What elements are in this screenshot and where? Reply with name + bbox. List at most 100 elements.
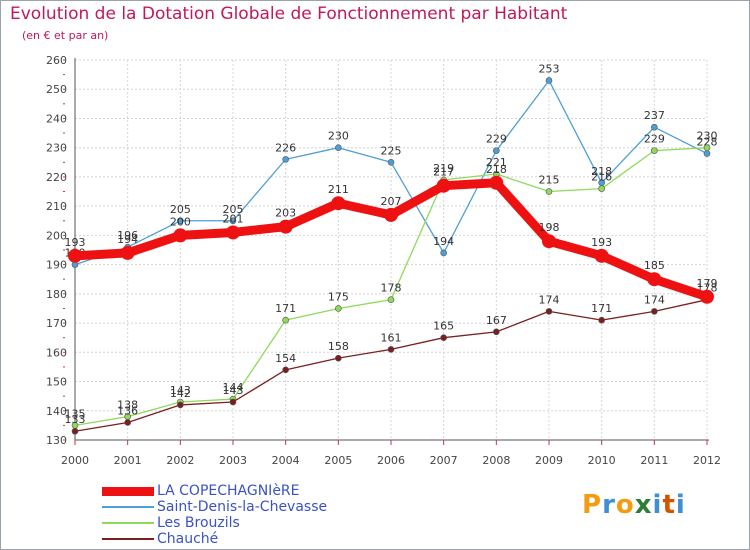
x-tick-label: 2004 <box>272 454 300 467</box>
data-label-chauche: 158 <box>328 340 349 353</box>
data-label-les-brouzils: 138 <box>117 399 138 412</box>
data-label-les-brouzils: 216 <box>591 171 612 184</box>
data-label-la-copechagniere: 217 <box>433 166 454 179</box>
data-label-saint-denis-la-chevasse: 196 <box>117 229 138 242</box>
data-point-la-copechagniere <box>226 225 240 240</box>
data-label-saint-denis-la-chevasse: 226 <box>275 141 296 154</box>
data-point-saint-denis-la-chevasse <box>651 123 658 131</box>
data-point-chauche <box>335 354 342 362</box>
y-tick-label: 250 <box>46 83 67 96</box>
chart-legend: LA COPECHAGNIèRE Saint-Denis-la-Chevasse L… <box>102 483 327 547</box>
y-tick-label: 240 <box>46 112 67 125</box>
data-label-saint-denis-la-chevasse: 228 <box>697 136 718 149</box>
data-label-saint-denis-la-chevasse: 229 <box>486 133 507 146</box>
data-label-la-copechagniere: 200 <box>170 215 191 228</box>
data-label-la-copechagniere: 207 <box>381 195 402 208</box>
data-point-chauche <box>71 427 79 435</box>
data-point-la-copechagniere <box>173 228 188 243</box>
legend-item-saint-denis-la-chevasse: Saint-Denis-la-Chevasse <box>102 499 327 515</box>
data-point-chauche <box>493 328 500 336</box>
data-label-la-copechagniere: 201 <box>223 212 244 225</box>
data-point-saint-denis-la-chevasse <box>545 77 553 84</box>
data-label-les-brouzils: 135 <box>65 407 86 420</box>
data-point-chauche <box>440 334 447 341</box>
y-tick-label: 230 <box>46 142 67 155</box>
x-tick-label: 2000 <box>61 454 89 467</box>
legend-label: LA COPECHAGNIèRE <box>157 483 300 499</box>
data-point-les-brouzils <box>703 144 711 151</box>
data-point-la-copechagniere <box>68 248 82 263</box>
data-label-les-brouzils: 221 <box>486 156 507 169</box>
data-point-chauche <box>387 346 395 353</box>
x-tick-label: 2007 <box>430 454 458 467</box>
data-label-la-copechagniere: 218 <box>486 163 507 176</box>
data-label-chauche: 171 <box>591 302 612 315</box>
data-point-saint-denis-la-chevasse <box>229 217 237 225</box>
data-point-chauche <box>598 316 605 324</box>
data-label-les-brouzils: 219 <box>433 162 454 175</box>
data-point-chauche <box>545 308 553 315</box>
data-label-chauche: 174 <box>644 293 665 306</box>
y-tick-label: 210 <box>46 200 67 213</box>
data-label-la-copechagniere: 193 <box>591 236 612 249</box>
data-label-chauche: 167 <box>486 314 507 327</box>
data-point-chauche <box>651 308 658 315</box>
y-tick-label: 170 <box>46 317 67 330</box>
data-point-saint-denis-la-chevasse <box>177 217 184 225</box>
y-tick-label: 190 <box>46 259 67 272</box>
data-label-chauche: 143 <box>223 384 244 397</box>
data-point-saint-denis-la-chevasse <box>493 147 500 154</box>
data-point-la-copechagniere <box>436 178 451 193</box>
data-label-la-copechagniere: 211 <box>328 183 349 196</box>
data-point-les-brouzils <box>387 296 395 303</box>
legend-swatch <box>102 506 154 508</box>
y-tick-label: 160 <box>46 346 67 359</box>
legend-item-la-copechagniere: LA COPECHAGNIèRE <box>102 483 327 499</box>
chart-title: Evolution de la Dotation Globale de Fonc… <box>10 4 568 24</box>
data-point-saint-denis-la-chevasse <box>387 159 395 166</box>
data-label-la-copechagniere: 198 <box>539 221 560 234</box>
data-point-la-copechagniere <box>331 196 346 211</box>
y-tick-label: 200 <box>46 229 67 242</box>
data-label-chauche: 165 <box>433 320 454 333</box>
data-label-la-copechagniere: 185 <box>644 259 665 272</box>
y-tick-label: 220 <box>46 171 67 184</box>
legend-swatch <box>102 538 154 540</box>
data-label-chauche: 174 <box>539 293 560 306</box>
data-label-les-brouzils: 143 <box>170 384 191 397</box>
data-label-chauche: 142 <box>170 387 191 400</box>
data-label-saint-denis-la-chevasse: 237 <box>644 109 665 122</box>
y-tick-label: 140 <box>46 405 67 418</box>
chart-subtitle: (en € et par an) <box>22 29 109 42</box>
legend-swatch <box>102 522 154 524</box>
data-label-saint-denis-la-chevasse: 205 <box>223 203 244 216</box>
x-tick-label: 2003 <box>219 454 247 467</box>
data-label-les-brouzils: 144 <box>223 381 244 394</box>
data-label-chauche: 161 <box>381 331 402 344</box>
data-label-chauche: 136 <box>117 404 138 417</box>
x-tick-label: 2002 <box>166 454 194 467</box>
data-label-la-copechagniere: 203 <box>275 207 296 220</box>
data-point-saint-denis-la-chevasse <box>282 156 289 163</box>
data-label-les-brouzils: 229 <box>644 133 665 146</box>
data-label-saint-denis-la-chevasse: 218 <box>591 165 612 178</box>
x-tick-label: 2001 <box>114 454 142 467</box>
data-point-chauche <box>124 419 131 426</box>
x-tick-label: 2010 <box>588 454 616 467</box>
data-point-la-copechagniere <box>542 234 556 249</box>
y-tick-label: 260 <box>46 54 67 67</box>
data-label-saint-denis-la-chevasse: 205 <box>170 203 191 216</box>
data-point-la-copechagniere <box>489 175 504 190</box>
data-label-les-brouzils: 171 <box>275 302 296 315</box>
data-point-la-copechagniere <box>700 289 714 304</box>
data-point-les-brouzils <box>335 305 342 312</box>
x-tick-label: 2006 <box>377 454 405 467</box>
data-point-les-brouzils <box>282 316 289 324</box>
legend-item-les-brouzils: Les Brouzils <box>102 515 327 531</box>
legend-label: Chauché <box>157 531 219 547</box>
data-point-la-copechagniere <box>647 272 662 287</box>
data-point-la-copechagniere <box>594 248 609 263</box>
data-label-saint-denis-la-chevasse: 194 <box>433 235 454 248</box>
legend-item-chauche: Chauché <box>102 531 327 547</box>
data-label-chauche: 154 <box>275 352 296 365</box>
